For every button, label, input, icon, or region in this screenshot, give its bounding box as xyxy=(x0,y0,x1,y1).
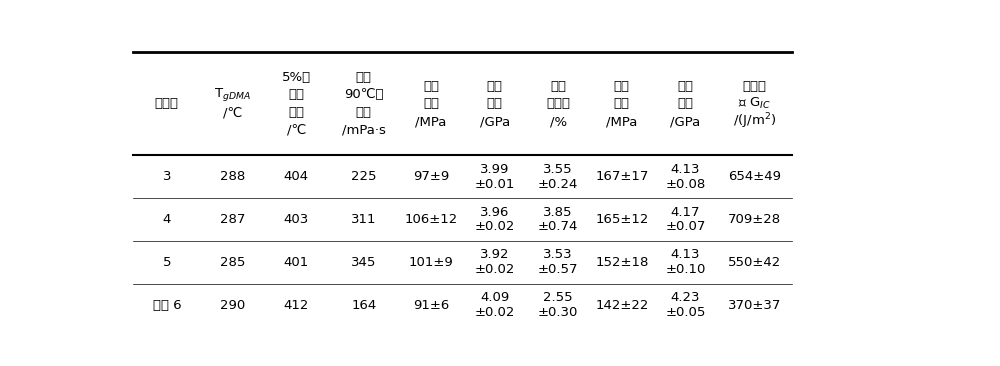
Text: 4.17: 4.17 xyxy=(671,206,700,219)
Text: 强度: 强度 xyxy=(423,97,439,110)
Text: ±0.57: ±0.57 xyxy=(538,263,578,276)
Text: /MPa: /MPa xyxy=(415,115,447,128)
Text: /%: /% xyxy=(550,115,567,128)
Text: 对比 6: 对比 6 xyxy=(153,299,181,312)
Text: 91±6: 91±6 xyxy=(413,299,449,312)
Text: 粘度: 粘度 xyxy=(356,106,372,119)
Text: ±0.02: ±0.02 xyxy=(474,306,515,319)
Text: 97±9: 97±9 xyxy=(413,170,449,183)
Text: ±0.02: ±0.02 xyxy=(474,220,515,234)
Text: 101±9: 101±9 xyxy=(409,256,453,269)
Text: /(J/m$^2$): /(J/m$^2$) xyxy=(733,112,776,131)
Text: ±0.30: ±0.30 xyxy=(538,306,578,319)
Text: 288: 288 xyxy=(220,170,245,183)
Text: 3.92: 3.92 xyxy=(480,249,509,261)
Text: ±0.05: ±0.05 xyxy=(665,306,706,319)
Text: ±0.08: ±0.08 xyxy=(665,178,705,191)
Text: 106±12: 106±12 xyxy=(404,213,458,226)
Text: ±0.07: ±0.07 xyxy=(665,220,706,234)
Text: 拉伸: 拉伸 xyxy=(423,79,439,93)
Text: 温度: 温度 xyxy=(288,106,304,119)
Text: 654±49: 654±49 xyxy=(728,170,781,183)
Text: 225: 225 xyxy=(351,170,376,183)
Text: 311: 311 xyxy=(351,213,376,226)
Text: 实施例: 实施例 xyxy=(155,97,179,110)
Text: ±0.74: ±0.74 xyxy=(538,220,578,234)
Text: 287: 287 xyxy=(220,213,245,226)
Text: 4.09: 4.09 xyxy=(480,291,509,304)
Text: /GPa: /GPa xyxy=(670,115,700,128)
Text: 3.85: 3.85 xyxy=(543,206,573,219)
Text: 3: 3 xyxy=(163,170,171,183)
Text: 4.23: 4.23 xyxy=(671,291,700,304)
Text: 伸长率: 伸长率 xyxy=(546,97,570,110)
Text: 断裂: 断裂 xyxy=(550,79,566,93)
Text: /℃: /℃ xyxy=(287,124,306,137)
Text: 403: 403 xyxy=(284,213,309,226)
Text: 4.13: 4.13 xyxy=(671,163,700,176)
Text: 152±18: 152±18 xyxy=(595,256,648,269)
Text: 412: 412 xyxy=(284,299,309,312)
Text: /℃: /℃ xyxy=(223,106,242,119)
Text: 3.96: 3.96 xyxy=(480,206,509,219)
Text: 强度: 强度 xyxy=(614,97,630,110)
Text: 290: 290 xyxy=(220,299,245,312)
Text: 164: 164 xyxy=(351,299,376,312)
Text: 142±22: 142±22 xyxy=(595,299,648,312)
Text: 体系: 体系 xyxy=(356,71,372,84)
Text: 断裂韧: 断裂韧 xyxy=(743,79,767,93)
Text: ±0.10: ±0.10 xyxy=(665,263,706,276)
Text: 弯曲: 弯曲 xyxy=(677,79,693,93)
Text: 3.53: 3.53 xyxy=(543,249,573,261)
Text: 709±28: 709±28 xyxy=(728,213,781,226)
Text: 性 G$_{IC}$: 性 G$_{IC}$ xyxy=(738,96,771,111)
Text: 拉伸: 拉伸 xyxy=(487,79,503,93)
Text: 345: 345 xyxy=(351,256,376,269)
Text: 404: 404 xyxy=(284,170,309,183)
Text: 4: 4 xyxy=(163,213,171,226)
Text: 401: 401 xyxy=(284,256,309,269)
Text: 550±42: 550±42 xyxy=(728,256,781,269)
Text: 弯曲: 弯曲 xyxy=(614,79,630,93)
Text: ±0.01: ±0.01 xyxy=(474,178,515,191)
Text: /GPa: /GPa xyxy=(480,115,510,128)
Text: 370±37: 370±37 xyxy=(728,299,781,312)
Text: 模量: 模量 xyxy=(677,97,693,110)
Text: 2.55: 2.55 xyxy=(543,291,573,304)
Text: ±0.02: ±0.02 xyxy=(474,263,515,276)
Text: 90℃下: 90℃下 xyxy=(344,89,384,101)
Text: 285: 285 xyxy=(220,256,245,269)
Text: ±0.24: ±0.24 xyxy=(538,178,578,191)
Text: T$_{gDMA}$: T$_{gDMA}$ xyxy=(214,86,251,104)
Text: /MPa: /MPa xyxy=(606,115,637,128)
Text: 4.13: 4.13 xyxy=(671,249,700,261)
Text: 3.99: 3.99 xyxy=(480,163,509,176)
Text: 3.55: 3.55 xyxy=(543,163,573,176)
Text: 5: 5 xyxy=(163,256,171,269)
Text: 165±12: 165±12 xyxy=(595,213,648,226)
Text: 失重: 失重 xyxy=(288,89,304,101)
Text: 167±17: 167±17 xyxy=(595,170,648,183)
Text: /mPa·s: /mPa·s xyxy=(342,124,386,137)
Text: 模量: 模量 xyxy=(487,97,503,110)
Text: 5%热: 5%热 xyxy=(282,71,311,84)
